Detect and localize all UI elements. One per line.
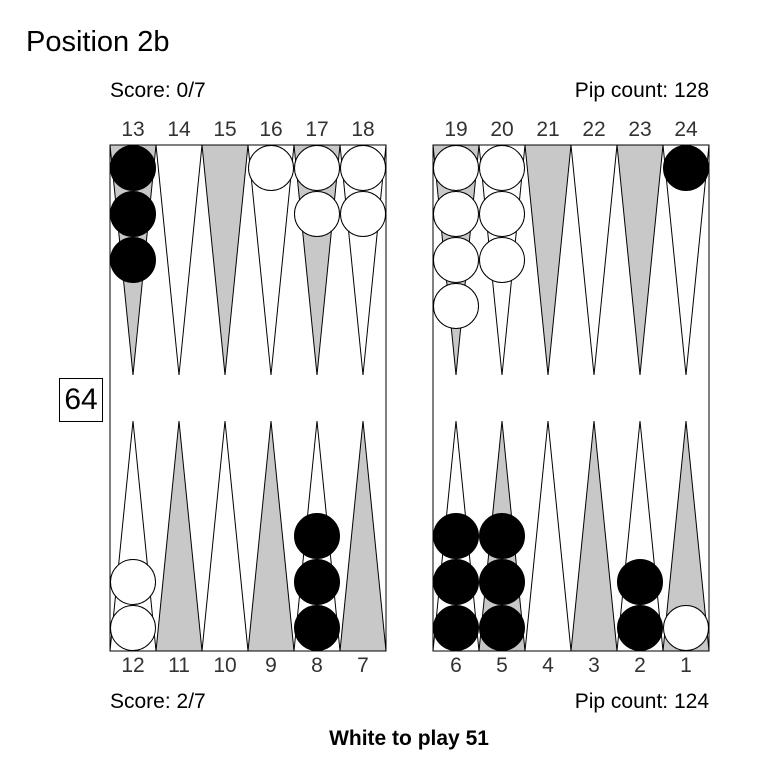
- point-label-top: 20: [490, 118, 513, 141]
- point-label-bottom: 9: [265, 654, 277, 677]
- black-checker: [294, 559, 340, 605]
- top-pip-count: Pip count: 128: [574, 79, 709, 102]
- black-checker: [617, 559, 663, 605]
- point-10: [201, 420, 249, 652]
- point-label-top: 16: [259, 118, 282, 141]
- white-checker: [110, 559, 156, 605]
- white-checker: [479, 145, 525, 191]
- point-7: [339, 420, 387, 652]
- board-frame: [109, 144, 710, 652]
- point-22: [570, 144, 618, 376]
- point-label-top: 18: [351, 118, 374, 141]
- white-checker: [433, 283, 479, 329]
- white-checker: [479, 191, 525, 237]
- point-label-top: 22: [582, 118, 605, 141]
- point-label-bottom: 7: [357, 654, 369, 677]
- white-checker: [479, 237, 525, 283]
- point-label-top: 21: [536, 118, 559, 141]
- black-checker: [294, 605, 340, 651]
- black-checker: [110, 237, 156, 283]
- white-checker: [248, 145, 294, 191]
- point-labels: 13 12 14 11 15 10 16 9 17 8 18 7 19 6 20 5 21 4 22 3 23 2 24 1: [121, 118, 698, 677]
- point-11: [155, 420, 203, 652]
- black-checker: [479, 559, 525, 605]
- point-4: [524, 420, 572, 652]
- point-label-bottom: 10: [213, 654, 236, 677]
- white-checker: [433, 237, 479, 283]
- point-label-top: 19: [444, 118, 467, 141]
- point-label-bottom: 12: [121, 654, 144, 677]
- white-checker: [433, 191, 479, 237]
- doubling-cube-value: 64: [64, 383, 98, 416]
- point-label-top: 24: [674, 118, 698, 141]
- white-checker: [110, 605, 156, 651]
- point-label-top: 23: [628, 118, 651, 141]
- point-label-top: 13: [121, 118, 144, 141]
- point-label-top: 15: [213, 118, 236, 141]
- point-14: [155, 144, 203, 376]
- black-checker: [110, 191, 156, 237]
- right-board-frame: [432, 144, 710, 652]
- black-checker: [479, 605, 525, 651]
- point-21: [524, 144, 572, 376]
- white-checker: [340, 145, 386, 191]
- black-checker: [110, 145, 156, 191]
- doubling-cube: 64: [59, 378, 103, 422]
- point-label-bottom: 3: [588, 654, 600, 677]
- point-label-bottom: 5: [496, 654, 508, 677]
- white-checker: [294, 145, 340, 191]
- point-label-bottom: 8: [311, 654, 323, 677]
- point-label-bottom: 6: [450, 654, 462, 677]
- black-checker: [433, 559, 479, 605]
- white-checker: [433, 145, 479, 191]
- bottom-pip-count: Pip count: 124: [574, 690, 709, 713]
- black-checker: [294, 513, 340, 559]
- point-label-top: 14: [167, 118, 191, 141]
- point-label-bottom: 1: [680, 654, 692, 677]
- point-3: [570, 420, 618, 652]
- black-checker: [617, 605, 663, 651]
- point-label-top: 17: [305, 118, 328, 141]
- checkers: [110, 145, 709, 651]
- left-board-frame: [109, 144, 387, 652]
- white-checker: [294, 191, 340, 237]
- black-checker: [663, 145, 709, 191]
- black-checker: [433, 513, 479, 559]
- point-15: [201, 144, 249, 376]
- top-score: Score: 0/7: [110, 79, 206, 102]
- black-checker: [433, 605, 479, 651]
- point-23: [616, 144, 664, 376]
- white-checker: [340, 191, 386, 237]
- bottom-score: Score: 2/7: [110, 690, 206, 713]
- point-label-bottom: 11: [168, 654, 190, 677]
- point-label-bottom: 4: [542, 654, 554, 677]
- point-9: [247, 420, 295, 652]
- black-checker: [479, 513, 525, 559]
- white-checker: [663, 605, 709, 651]
- footer-caption: White to play 51: [329, 727, 489, 750]
- page-title: Position 2b: [26, 26, 170, 58]
- point-label-bottom: 2: [634, 654, 646, 677]
